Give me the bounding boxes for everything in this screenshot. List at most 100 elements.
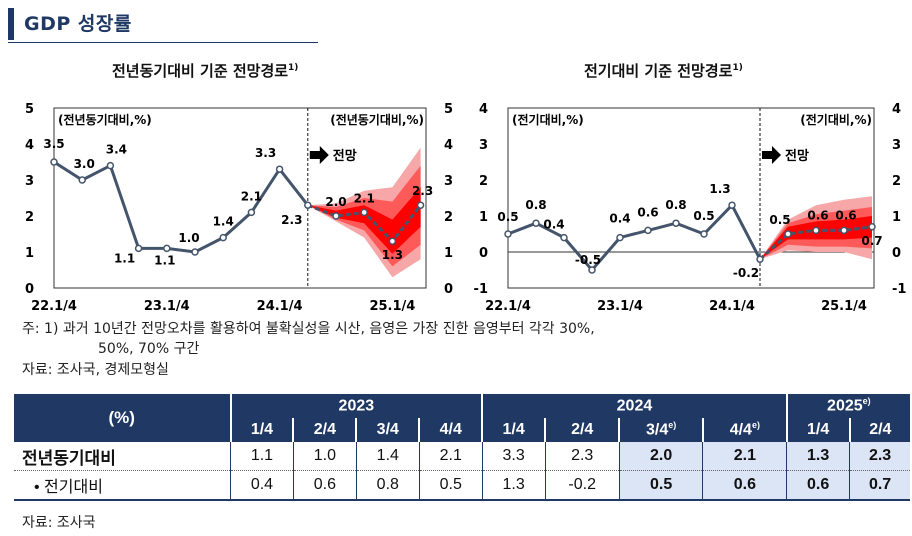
data-label: 2.0 xyxy=(325,195,346,209)
y-tick-label-right: 5 xyxy=(444,102,453,117)
table-cell: 0.6 xyxy=(293,470,357,501)
quarter-header: 3/4 xyxy=(356,418,421,442)
left-chart: 0 0 1 1 2 2 3 3 4 4 5 5 22.1/4 23.1/4 24.1/4 25.1/4 (전년동… xyxy=(25,102,453,314)
data-point xyxy=(134,244,143,253)
data-label: 0.5 xyxy=(497,210,518,224)
quarter-header: 1/4 xyxy=(786,418,851,442)
data-label: 1.3 xyxy=(709,182,730,196)
year-header: 2025e) xyxy=(786,394,910,418)
x-tick-label: 23.1/4 xyxy=(597,299,643,314)
forecast-arrow-icon xyxy=(309,146,329,164)
data-point xyxy=(304,201,312,209)
y-tick-label-right: 2 xyxy=(444,210,453,225)
y-tick-label-left: 5 xyxy=(25,102,34,117)
right-chart: -1 -1 0 0 1 1 2 2 3 3 4 4 22.1/4 23.1/4 24.1/4 25.1/4 (전… xyxy=(474,102,907,314)
forecast-label: 전망 xyxy=(785,148,809,164)
data-label: 3.5 xyxy=(43,137,64,151)
quarter-header: 2/4 xyxy=(293,418,358,442)
quarter-header: 2/4 xyxy=(545,418,621,442)
data-point xyxy=(388,237,397,245)
y-tick-label-right: 1 xyxy=(444,246,453,261)
footnote-line1: 주: 1) 과거 10년간 전망오차를 활용하여 불확실성을 시산, 음영은 가… xyxy=(22,321,595,337)
unit-label-left: (전년동기대비,%) xyxy=(58,112,152,127)
series-line xyxy=(507,202,762,273)
data-point xyxy=(50,158,58,166)
data-label: 1.4 xyxy=(213,215,234,229)
plot-frame xyxy=(507,107,875,289)
data-label: 1.0 xyxy=(178,231,199,245)
data-point xyxy=(588,266,596,274)
y-tick-label-left: 1 xyxy=(25,246,34,261)
data-point xyxy=(332,212,340,220)
data-label: 0.4 xyxy=(609,212,630,226)
quarter-header: 4/4 xyxy=(419,418,484,442)
data-label: -0.2 xyxy=(733,266,759,280)
y-tick-label-right: 4 xyxy=(444,138,453,153)
y-tick-label-right: 3 xyxy=(892,138,901,153)
right-chart-title: 전기대비 기준 전망경로1) xyxy=(584,60,743,81)
table-cell-forecast: 0.6 xyxy=(786,470,851,501)
data-point xyxy=(672,219,680,227)
data-label: 2.3 xyxy=(281,213,302,227)
data-point xyxy=(644,226,652,235)
y-tick-label-right: 4 xyxy=(892,102,901,117)
data-point xyxy=(416,201,425,209)
gdp-table: (%) 2023 2024 2025e) 1/4 2/4 3/4 4/4 1/4… xyxy=(14,394,910,501)
table-cell: 1.4 xyxy=(356,442,420,471)
x-tick-label: 23.1/4 xyxy=(144,299,190,314)
quarter-header: 4/4e) xyxy=(702,418,788,442)
left-chart-title-sup: 1) xyxy=(288,63,299,73)
x-tick-label: 25.1/4 xyxy=(821,299,867,314)
data-point xyxy=(756,255,764,263)
data-point xyxy=(784,230,792,238)
y-tick-label-left: -1 xyxy=(474,282,488,297)
forecast-label: 전망 xyxy=(333,148,357,164)
table-source-note: 자료: 조사국 xyxy=(22,515,96,531)
unit-label-left: (전기대비,%) xyxy=(512,112,584,127)
data-label: 0.5 xyxy=(769,213,790,227)
table-cell: 2.1 xyxy=(419,442,483,471)
table-cell: 1.3 xyxy=(482,470,546,501)
data-point xyxy=(191,248,199,256)
unit-label-right: (전년동기대비,%) xyxy=(330,112,424,127)
table-cell: 3.3 xyxy=(482,442,546,471)
y-tick-label-right: -1 xyxy=(892,282,906,297)
plot-frame xyxy=(53,107,427,289)
forecast-arrow-icon xyxy=(762,146,781,164)
quarter-header: 1/4 xyxy=(482,418,547,442)
quarter-header: 3/4e) xyxy=(619,418,704,442)
table-cell-forecast: 2.1 xyxy=(702,442,788,471)
data-point xyxy=(532,219,540,227)
data-point xyxy=(106,161,115,170)
data-label: 2.1 xyxy=(354,191,375,205)
y-tick-label-left: 4 xyxy=(25,138,34,153)
y-tick-label-right: 0 xyxy=(892,246,901,261)
unit-label-right: (전기대비,%) xyxy=(800,112,872,127)
data-label: 3.4 xyxy=(106,143,127,157)
y-tick-label-left: 2 xyxy=(25,210,34,225)
table-cell: -0.2 xyxy=(545,470,620,501)
table-cell: 1.0 xyxy=(293,442,357,471)
data-label: 1.3 xyxy=(382,248,403,262)
y-tick-label-left: 3 xyxy=(25,174,34,189)
quarter-header: 2/4 xyxy=(849,418,910,442)
row-label: • 전기대비 xyxy=(14,470,231,501)
data-label: 0.6 xyxy=(637,205,658,219)
table-cell-forecast: 0.6 xyxy=(702,470,788,501)
table-year-row: (%) 2023 2024 2025e) xyxy=(14,394,910,442)
x-tick-label: 25.1/4 xyxy=(369,299,415,314)
data-label: 2.3 xyxy=(412,184,433,198)
x-tick-label: 24.1/4 xyxy=(709,299,755,314)
data-label: 1.1 xyxy=(114,251,135,265)
title-accent-bar xyxy=(8,8,14,40)
y-tick-label-right: 3 xyxy=(444,174,453,189)
data-label: 3.3 xyxy=(255,146,276,160)
data-label: 0.7 xyxy=(861,234,882,248)
year-header: 2023 xyxy=(230,394,484,418)
table-cell: 0.5 xyxy=(419,470,483,501)
data-label: 0.5 xyxy=(693,209,714,223)
table-cell: 1.1 xyxy=(230,442,294,471)
data-point xyxy=(275,165,284,173)
table-cell: 0.8 xyxy=(356,470,420,501)
series-line xyxy=(53,160,309,254)
